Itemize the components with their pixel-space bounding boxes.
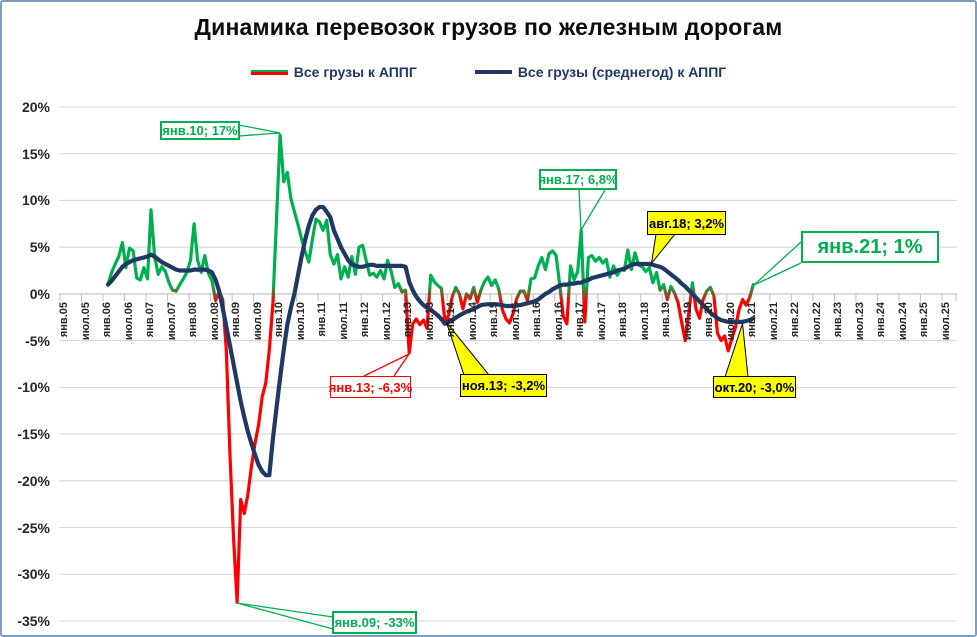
x-axis-label: июл.13 (423, 302, 436, 341)
x-axis-label: июл.16 (552, 302, 565, 341)
x-axis-label: июл.05 (79, 302, 92, 341)
x-axis-label: янв.16 (531, 302, 544, 338)
x-axis-label: янв.05 (58, 302, 70, 338)
annotation-nov13: ноя.13; -3,2% (460, 374, 547, 397)
annotation-jan10: янв.10; 17% (160, 121, 240, 140)
x-axis-label: янв.13 (402, 302, 415, 338)
x-axis-label: янв.14 (445, 302, 458, 338)
x-axis-label: янв.18 (617, 302, 630, 338)
x-axis-label: янв.22 (789, 302, 802, 338)
x-axis-label: июл.12 (380, 302, 393, 341)
x-axis-label: июл.20 (724, 302, 737, 341)
legend-marker-monthly (250, 69, 288, 75)
x-axis-label: июл.14 (466, 302, 479, 341)
x-axis-label: янв.07 (144, 302, 156, 338)
x-axis-label: июл.22 (810, 302, 823, 341)
x-axis-label: июл.15 (509, 302, 522, 341)
y-axis-label: -25% (17, 519, 50, 536)
y-axis-label: -5% (25, 332, 50, 349)
chart-title: Динамика перевозок грузов по железным до… (194, 14, 783, 40)
annotation-jan17: янв.17; 6,8% (538, 169, 618, 190)
x-axis-label: янв.20 (703, 302, 716, 338)
x-axis-label: янв.17 (574, 302, 587, 338)
x-axis-label: янв.24 (875, 302, 888, 338)
y-axis-label: -35% (17, 612, 50, 629)
y-axis-label: 10% (21, 192, 50, 209)
x-axis-label: янв.08 (187, 302, 200, 338)
x-axis-label: июл.08 (208, 302, 221, 341)
annotation-aug18: авг.18; 3,2% (647, 211, 726, 235)
legend: Все грузы к АППГ Все грузы (среднегод) к… (2, 64, 975, 80)
x-axis-label: июл.19 (681, 302, 694, 341)
x-axis-label: июл.11 (337, 302, 350, 340)
x-axis-label: янв.25 (918, 302, 931, 338)
x-axis-label: июл.24 (896, 302, 909, 341)
x-axis-label: июл.07 (165, 302, 178, 341)
annotation-jan21: янв.21; 1% (801, 231, 939, 263)
legend-marker-average (474, 70, 512, 74)
x-axis-label: июл.09 (251, 302, 264, 341)
y-axis-label: 15% (21, 145, 50, 162)
legend-item-average: Все грузы (среднегод) к АППГ (474, 64, 727, 80)
x-axis-label: июл.23 (853, 302, 866, 341)
legend-label-average: Все грузы (среднегод) к АППГ (517, 64, 727, 80)
legend-item-monthly: Все грузы к АППГ (250, 64, 417, 80)
annotation-jan13: янв.13; -6,3% (329, 376, 412, 398)
x-axis-label: июл.21 (767, 302, 780, 341)
annotation-jan09: янв.09; -33% (332, 611, 417, 634)
x-axis-label: июл.18 (638, 302, 651, 341)
y-axis-label: 0% (29, 285, 50, 302)
x-axis-label: янв.06 (101, 302, 113, 338)
x-axis-label: янв.21 (746, 302, 759, 338)
x-axis-label: июл.06 (122, 302, 135, 341)
x-axis-label: июл.10 (294, 302, 307, 341)
x-axis-label: июл.17 (595, 302, 608, 341)
y-axis-label: -15% (17, 426, 50, 443)
x-axis-label: июл.25 (939, 302, 952, 341)
x-axis-label: янв.23 (832, 302, 845, 338)
x-axis-label: янв.12 (359, 302, 372, 338)
y-axis-label: 20% (21, 98, 50, 115)
legend-label-monthly: Все грузы к АППГ (293, 64, 417, 80)
y-axis-label: -10% (17, 379, 50, 396)
y-axis-label: 5% (29, 239, 50, 256)
x-axis-label: янв.10 (273, 302, 286, 338)
y-axis-label: -20% (17, 472, 50, 489)
annotation-okt20: окт.20; -3,0% (713, 376, 796, 398)
x-axis-label: янв.11 (316, 302, 329, 337)
x-axis-label: янв.19 (660, 302, 673, 338)
x-axis-label: янв.09 (230, 302, 243, 338)
y-axis-label: -30% (17, 566, 50, 583)
x-axis-label: янв.15 (488, 302, 501, 338)
